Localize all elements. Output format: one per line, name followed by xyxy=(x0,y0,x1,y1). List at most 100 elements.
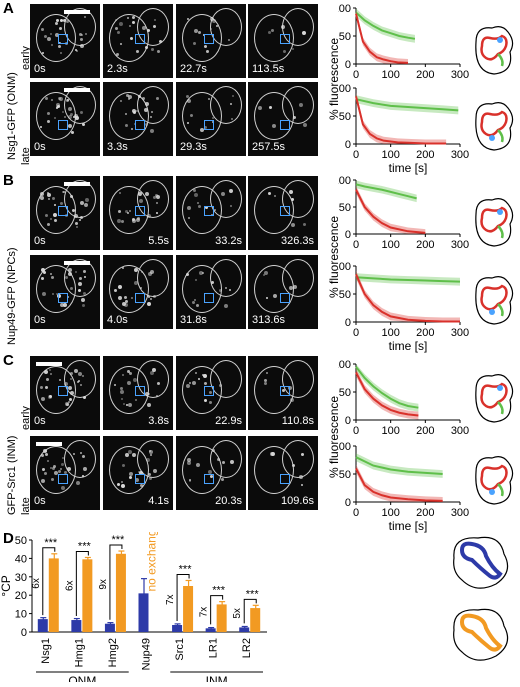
group-label-inm: INM xyxy=(206,674,228,682)
fluorescence-spot xyxy=(187,458,192,463)
fluorescence-spot xyxy=(49,218,52,221)
y-tick-label: 0 xyxy=(21,627,27,639)
fluorescence-spot xyxy=(271,124,276,129)
fluorescence-spot xyxy=(204,205,208,209)
bleach-roi xyxy=(280,206,290,216)
fluorescence-spot xyxy=(43,370,48,375)
fluorescence-spot xyxy=(113,289,117,293)
micrograph-b-early-4: 326.3s xyxy=(248,176,318,250)
fluorescence-spot xyxy=(41,467,45,471)
significance-stars: *** xyxy=(78,540,92,552)
significance-bracket xyxy=(176,573,190,622)
fluorescence-spot xyxy=(134,280,139,285)
fluorescence-spot xyxy=(197,204,201,208)
micrograph-a-late-4: 257.5s xyxy=(248,82,318,156)
fluorescence-spot xyxy=(157,49,161,53)
bleach-spot xyxy=(497,385,503,391)
series-line-green xyxy=(355,183,417,200)
protein-label-c: GFP-Src1 (INM) xyxy=(6,435,18,515)
fluorescence-spot xyxy=(58,44,62,48)
fold-change-label: 6x xyxy=(64,580,75,591)
cell-outline xyxy=(210,180,242,218)
bar-blue-nup49 xyxy=(138,593,149,632)
bleach-spot xyxy=(489,135,495,141)
cell-outline xyxy=(64,440,96,478)
fluorescence-spot xyxy=(62,190,65,193)
fluorescence-spot xyxy=(60,202,64,206)
fluorescence-spot xyxy=(280,24,285,29)
fluorescence-spot xyxy=(63,18,67,22)
bleach-roi xyxy=(204,293,214,303)
fluorescence-spot xyxy=(81,303,85,307)
panel-letter-d: D xyxy=(3,530,14,547)
fluorescence-spot xyxy=(206,49,210,53)
fluorescence-spot xyxy=(144,391,149,396)
fluorescence-spot xyxy=(76,225,79,228)
fluorescence-spot xyxy=(120,42,123,45)
fluorescence-spot xyxy=(153,24,156,28)
fluorescence-spot xyxy=(47,395,52,400)
panel-letter-c: C xyxy=(3,352,14,369)
fluorescence-spot xyxy=(70,372,74,376)
fluorescence-spot xyxy=(291,48,294,51)
fluorescence-spot xyxy=(212,19,217,24)
curve-ylabel-b: % fluorescence xyxy=(327,215,341,298)
category-label: Hmg1 xyxy=(73,638,85,667)
series-line-red xyxy=(355,96,447,145)
cell-outline xyxy=(137,86,169,124)
fluorescence-spot xyxy=(41,28,45,32)
fluorescence-spot xyxy=(156,201,159,204)
fluorescence-spot xyxy=(56,107,59,110)
x-tick-label: 0 xyxy=(353,149,359,161)
timepoint-label: 0s xyxy=(34,314,46,326)
fluorescence-spot xyxy=(85,32,88,35)
fluorescence-spot xyxy=(116,482,120,486)
fluorescence-spot xyxy=(123,402,126,405)
fluorescence-spot xyxy=(68,386,73,391)
group-label-onm: ONM xyxy=(68,674,96,682)
cell-cartoon xyxy=(475,456,514,505)
y-tick-label: 0 xyxy=(345,59,351,71)
fluorescence-spot xyxy=(82,395,86,399)
fluorescence-spot xyxy=(51,293,54,296)
x-axis-title: time [s] xyxy=(389,161,428,175)
fluorescence-spot xyxy=(194,278,197,281)
fluorescence-spot xyxy=(74,115,79,120)
fluorescence-spot xyxy=(47,198,50,201)
fluorescence-spot xyxy=(48,369,51,372)
fluorescence-spot xyxy=(144,101,149,106)
recovery-plot-a-late: 0 50 100 0 100 200 300 time [s] xyxy=(338,84,469,175)
fluorescence-spot xyxy=(47,193,52,198)
series-line-red xyxy=(355,467,443,502)
series-line-green xyxy=(355,98,459,112)
fluorescence-spot xyxy=(144,191,149,196)
x-tick-label: 300 xyxy=(451,239,469,251)
nucleus-red xyxy=(480,110,508,137)
fluorescence-spot xyxy=(60,485,65,490)
bleach-roi xyxy=(135,293,145,303)
fluorescence-spot xyxy=(75,481,80,486)
fluorescence-spot xyxy=(130,128,133,131)
significance-stars: *** xyxy=(44,537,58,549)
fluorescence-spot xyxy=(40,125,43,128)
cell-outline xyxy=(210,8,242,46)
bar-orange-hmg1 xyxy=(82,559,93,632)
fluorescence-spot xyxy=(300,483,303,486)
fluorescence-spot xyxy=(122,373,125,376)
cell-outline xyxy=(137,180,169,218)
fluorescence-spot xyxy=(73,452,76,455)
fluorescence-spot xyxy=(303,222,307,226)
fluorescence-spot xyxy=(78,379,81,382)
cell-outline xyxy=(64,180,96,218)
nucleus-red xyxy=(480,382,508,409)
fluorescence-spot xyxy=(84,275,87,278)
fluorescence-spot xyxy=(75,48,78,51)
fluorescence-spot xyxy=(79,44,84,49)
fluorescence-spot xyxy=(146,458,151,463)
fluorescence-spot xyxy=(115,26,119,30)
fluorescence-spot xyxy=(139,470,144,475)
fluorescence-spot xyxy=(135,109,138,112)
fluorescence-spot xyxy=(79,384,82,387)
fluorescence-spot xyxy=(139,287,142,290)
fluorescence-spot xyxy=(57,97,61,101)
